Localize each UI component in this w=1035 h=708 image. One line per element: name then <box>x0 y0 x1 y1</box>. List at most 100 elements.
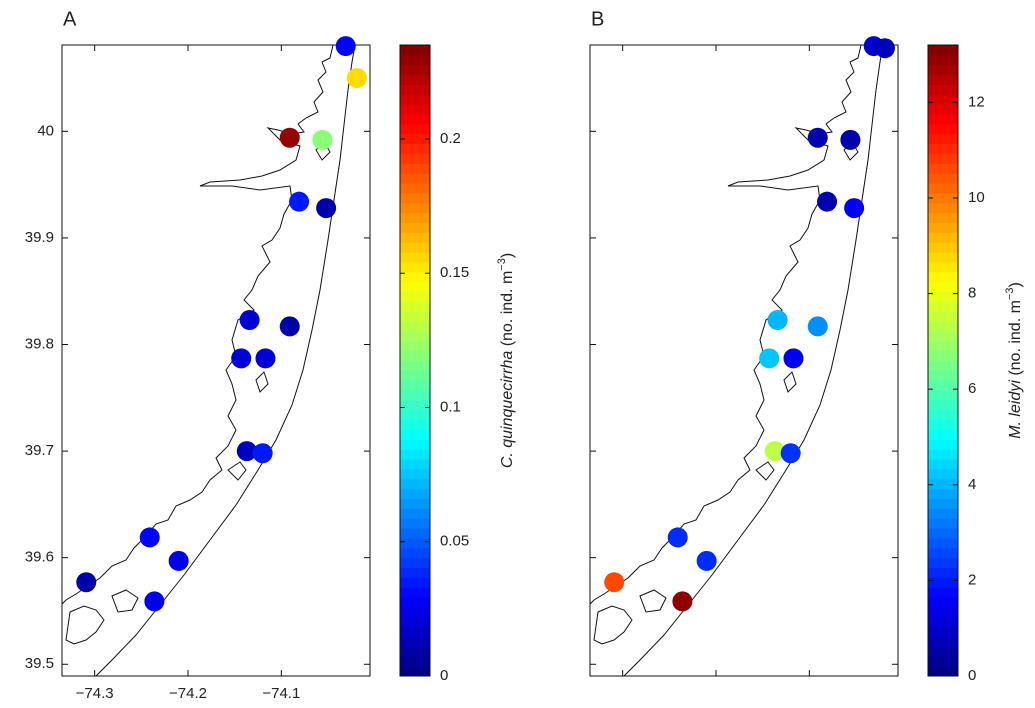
colorbar-swatch <box>400 183 430 194</box>
y-tick-label: 39.8 <box>25 335 54 352</box>
colorbar-swatch <box>928 173 958 184</box>
station-point <box>144 591 165 612</box>
station-point <box>335 36 356 57</box>
colorbar-swatch <box>400 528 430 539</box>
colorbar-swatch <box>400 449 430 460</box>
colorbar-tick-label: 4 <box>968 476 976 493</box>
station-point <box>767 309 788 330</box>
x-tick-label: −74.3 <box>76 685 114 702</box>
colorbar-swatch <box>928 340 958 352</box>
colorbar-swatch <box>400 114 430 125</box>
colorbar-swatch <box>928 252 958 263</box>
colorbar-swatch <box>928 626 958 638</box>
colorbar-swatch <box>400 271 430 283</box>
colorbar-swatch <box>400 498 430 509</box>
colorbar-swatch <box>928 478 958 490</box>
colorbar-swatch <box>928 449 958 460</box>
colorbar-swatch <box>928 399 958 411</box>
colorbar-swatch <box>400 340 430 352</box>
colorbar-swatch <box>400 173 430 184</box>
colorbar-swatch <box>400 419 430 431</box>
y-tick-label: 39.5 <box>25 655 54 672</box>
colorbar-swatch <box>400 261 430 273</box>
colorbar-swatch <box>928 390 958 401</box>
colorbar-label-close: ) <box>1007 282 1024 287</box>
colorbar-swatch <box>400 626 430 638</box>
colorbar-swatch <box>928 123 958 135</box>
station-point <box>817 191 838 212</box>
colorbar-swatch <box>400 547 430 559</box>
station-point <box>759 348 780 369</box>
colorbar-swatch <box>928 64 958 76</box>
colorbar-swatch <box>928 242 958 253</box>
colorbar-swatch <box>400 84 430 95</box>
colorbar-swatch <box>400 252 430 263</box>
station-point <box>844 198 865 219</box>
colorbar-swatch <box>928 577 958 588</box>
colorbar-swatch <box>400 212 430 223</box>
colorbar-swatch <box>928 409 958 421</box>
station-point <box>312 129 333 150</box>
station-point <box>604 572 625 593</box>
colorbar-swatch <box>400 350 430 361</box>
colorbar-swatch <box>400 656 430 667</box>
colorbar-swatch <box>928 597 958 608</box>
colorbar-swatch <box>400 390 430 401</box>
colorbar-swatch <box>400 330 430 342</box>
colorbar-swatch <box>928 94 958 105</box>
colorbar-swatch <box>928 271 958 283</box>
colorbar-tick-label: 8 <box>968 285 976 302</box>
colorbar-swatch <box>400 54 430 66</box>
colorbar-tick-label: 0.1 <box>440 398 461 415</box>
coastline <box>62 45 356 676</box>
station-point <box>346 68 367 89</box>
colorbar-tick-label: 0 <box>968 667 976 684</box>
colorbar-swatch <box>400 192 430 204</box>
colorbar-box <box>927 44 959 677</box>
colorbar-label-species: C. quinquecirrha <box>499 351 516 469</box>
colorbar-swatch <box>400 153 430 164</box>
colorbar-swatch <box>400 488 430 500</box>
colorbar-swatch <box>928 380 958 391</box>
colorbar-swatch <box>400 222 430 233</box>
coastline <box>590 45 884 676</box>
colorbar-swatch <box>400 518 430 529</box>
colorbar-swatch <box>400 616 430 628</box>
colorbar-swatch <box>400 94 430 105</box>
colorbar-swatch <box>928 350 958 361</box>
colorbar-label-exponent: −3 <box>1004 288 1016 301</box>
colorbar-swatch <box>928 459 958 470</box>
colorbar-label-exponent: −3 <box>496 258 508 271</box>
colorbar-swatch <box>400 380 430 391</box>
colorbar-swatch <box>928 528 958 539</box>
colorbar-swatch <box>928 74 958 85</box>
colorbar-swatch <box>928 330 958 342</box>
colorbar-swatch <box>400 409 430 421</box>
station-point <box>807 127 828 148</box>
colorbar-swatch <box>928 537 958 549</box>
colorbar-swatch <box>400 104 430 115</box>
colorbar-swatch <box>400 301 430 312</box>
colorbar-tick-label: 12 <box>968 93 985 110</box>
panel-label: A <box>63 8 77 30</box>
station-point <box>236 441 257 462</box>
colorbar-label-unit: (no. ind. m <box>499 271 516 351</box>
colorbar-swatch <box>400 636 430 647</box>
colorbar-swatch <box>928 321 958 332</box>
station-point <box>783 348 804 369</box>
colorbar-swatch <box>400 537 430 549</box>
colorbar-swatch <box>928 636 958 647</box>
colorbar-swatch <box>400 232 430 243</box>
colorbar-swatch <box>400 508 430 519</box>
colorbar-swatch <box>400 74 430 85</box>
colorbar-swatch <box>400 64 430 76</box>
colorbar-swatch <box>928 104 958 115</box>
colorbar-tick-label: 0.2 <box>440 130 461 147</box>
colorbar-swatch <box>928 606 958 618</box>
colorbar-swatch <box>928 419 958 431</box>
colorbar-swatch <box>928 45 958 56</box>
station-point <box>316 198 337 219</box>
colorbar-swatch <box>928 232 958 243</box>
colorbar-swatch <box>928 498 958 509</box>
